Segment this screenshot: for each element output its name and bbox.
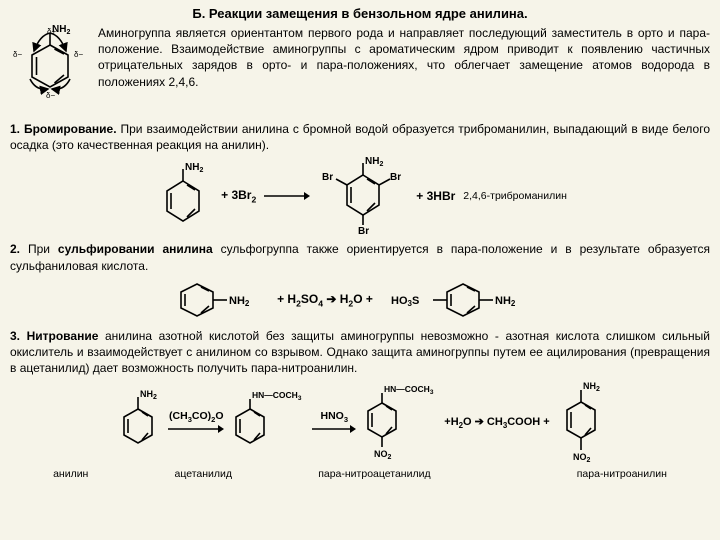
nitroaniline-structure: NH2 NO2: [554, 380, 608, 464]
label-nitroaniline: пара-нитроанилин: [577, 468, 667, 480]
svg-text:δ−: δ−: [13, 50, 22, 59]
svg-text:δ+: δ+: [47, 27, 56, 36]
label-nitroacetanilide: пара-нитроацетанилид: [318, 468, 430, 480]
r2-reagent: + H2SO4 ➔ H2O +: [277, 292, 373, 308]
r1-product-label: 2,4,6-триброманилин: [463, 190, 567, 202]
labels-row: анилин ацетанилид пара-нитроацетанилид п…: [10, 468, 710, 480]
svg-text:Br: Br: [322, 172, 333, 183]
arrow-icon: [264, 189, 310, 203]
svg-text:NO2: NO2: [374, 449, 392, 461]
svg-text:HO3S: HO3S: [391, 295, 419, 308]
section-1: 1. Бромирование. При взаимодействии анил…: [10, 121, 710, 153]
svg-text:NH2: NH2: [229, 295, 250, 308]
section-2: 2. При сульфировании анилина сульфогрупп…: [10, 241, 710, 273]
s1-head: 1. Бромирование.: [10, 122, 117, 136]
intro-text: Аминогруппа является ориентантом первого…: [98, 25, 710, 90]
page-title: Б. Реакции замещения в бензольном ядре а…: [10, 6, 710, 21]
aniline-structure-2: NH2: [112, 389, 164, 455]
label-aniline: анилин: [53, 468, 88, 480]
svg-text:Br: Br: [390, 172, 401, 183]
svg-text:Br: Br: [358, 226, 369, 235]
tribromoaniline-structure: NH2 Br Br Br: [318, 157, 408, 235]
acetanilide-structure: HN—COCH3: [228, 389, 308, 455]
svg-text:δ−: δ−: [74, 50, 83, 59]
r3-products: +H2O ➔ CH3COOH +: [444, 415, 549, 430]
nitroacetanilide-structure: HN—COCH3 NO2: [360, 383, 440, 461]
svg-text:δ−: δ−: [46, 91, 55, 100]
svg-text:NH2: NH2: [365, 157, 383, 168]
intro-block: NH2 δ+ δ− δ− δ− Аминогруппа является ори…: [10, 25, 710, 115]
r1-plus: + 3Br2: [221, 188, 256, 204]
svg-text:HN—COCH3: HN—COCH3: [252, 390, 302, 402]
r3-step1: (CH3CO)2O: [168, 410, 224, 434]
aniline-h-structure: NH2: [169, 278, 269, 322]
svg-text:NO2: NO2: [573, 452, 591, 464]
reaction-2: NH2 + H2SO4 ➔ H2O + NH2 HO3S: [10, 278, 710, 322]
svg-text:NH2: NH2: [185, 163, 203, 174]
r1-plus2: + 3HBr: [416, 189, 455, 203]
aniline-structure: NH2: [153, 163, 213, 229]
svg-text:NH2: NH2: [140, 389, 157, 401]
label-acetanilide: ацетанилид: [175, 468, 233, 480]
aniline-orientant-structure: NH2 δ+ δ− δ− δ−: [10, 25, 90, 115]
reaction-3: NH2 (CH3CO)2O HN—COCH3 HNO3 HN—COCH3 NO2…: [10, 380, 710, 464]
s2-lead: При: [28, 242, 58, 256]
svg-text:NH2: NH2: [495, 295, 516, 308]
section-3: 3. Нитрование анилина азотной кислотой б…: [10, 328, 710, 377]
r3-step2: HNO3: [312, 410, 356, 434]
s3-body: анилина азотной кислотой без защиты амин…: [10, 329, 710, 375]
s3-head: 3. Нитрование: [10, 329, 98, 343]
reaction-1: NH2 + 3Br2 NH2 Br Br Br + 3HBr 2,4,6-три…: [10, 157, 710, 235]
sulfanilic-acid-structure: NH2 HO3S: [381, 278, 551, 322]
svg-text:NH2: NH2: [583, 381, 600, 393]
s2-bold: сульфировании анилина: [58, 242, 213, 256]
svg-text:HN—COCH3: HN—COCH3: [384, 384, 434, 396]
s2-head: 2.: [10, 242, 28, 256]
